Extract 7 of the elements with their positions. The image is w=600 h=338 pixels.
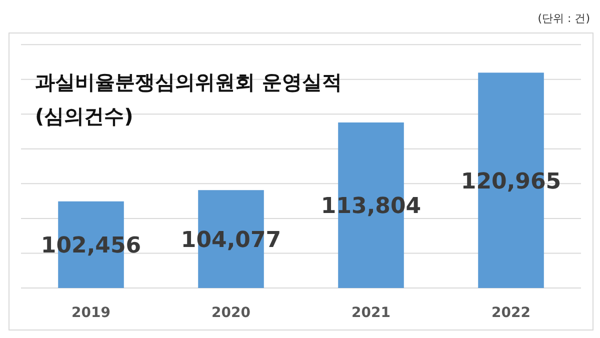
- x-tick-label: 2021: [352, 305, 390, 321]
- text: (단위 : 건): [538, 12, 590, 25]
- text: (심의건수): [35, 104, 134, 128]
- x-tick-label: 2022: [492, 305, 530, 321]
- text: 과실비율분쟁심의위원회 운영실적: [35, 70, 342, 94]
- x-tick-label: 2020: [212, 305, 251, 321]
- x-tick-label: 2019: [72, 305, 110, 321]
